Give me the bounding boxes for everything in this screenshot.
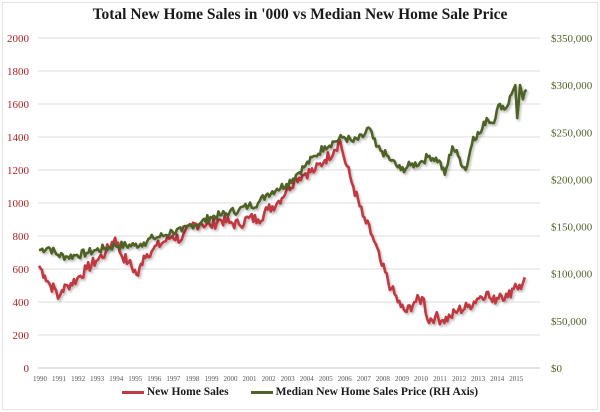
x-tick-label: 2008 [376,375,391,383]
x-tick-label: 2014 [490,375,505,383]
legend-label-sales: New Home Sales [146,386,229,398]
right-tick-label: $250,000 [551,127,593,139]
x-tick-label: 2005 [319,375,334,383]
left-tick-label: 200 [13,330,30,342]
x-tick-label: 1997 [166,375,181,383]
x-tick-label: 2010 [414,375,429,383]
series-line-median-price [38,83,528,261]
left-tick-label: 800 [13,231,30,243]
left-tick-label: 600 [13,264,30,276]
x-tick-label: 1996 [147,375,162,383]
x-tick-label: 2011 [433,375,447,383]
left-tick-label: 400 [13,297,30,309]
right-axis: $0 $50,000 $100,000 $150,000 $200,000 $250,00… [551,33,593,375]
left-tick-label: 1200 [7,165,30,177]
right-tick-label: $100,000 [551,269,593,281]
legend: New Home Sales Median New Home Sales Pri… [0,386,600,398]
x-tick-label: 1992 [71,375,86,383]
left-tick-label: 1000 [7,198,30,210]
x-tick-label: 2001 [243,375,258,383]
right-tick-label: $150,000 [551,222,593,234]
legend-label-price: Median New Home Sales Price (RH Axis) [275,386,479,398]
x-tick-label: 2003 [281,375,296,383]
left-tick-label: 1400 [7,132,30,144]
gridlines [38,37,540,369]
x-tick-label: 2013 [471,375,486,383]
left-tick-label: 1600 [7,99,30,111]
legend-swatch-sales [121,390,144,394]
right-tick-label: $200,000 [551,174,593,186]
x-tick-label: 2009 [395,375,410,383]
chart-title: Total New Home Sales in '000 vs Median N… [92,6,508,23]
legend-item-sales: New Home Sales [121,386,229,398]
x-tick-label: 2004 [300,375,315,383]
x-tick-label: 1990 [33,375,48,383]
x-tick-label: 2006 [338,375,353,383]
x-tick-label: 1998 [185,375,200,383]
right-tick-label: $300,000 [551,80,593,92]
left-tick-label: 0 [24,363,30,375]
x-tick-label: 1994 [109,375,124,383]
series-line-new-home-sales [37,139,527,326]
x-tick-label: 1993 [90,375,105,383]
x-tick-label: 2000 [224,375,239,383]
x-tick-label: 1995 [128,375,143,383]
legend-swatch-price [250,390,273,394]
right-tick-label: $350,000 [551,33,593,45]
x-axis: 1990 1991 1992 1993 1994 1995 1996 1997 1998 1999… [33,375,524,383]
right-tick-label: $50,000 [551,316,587,328]
x-tick-label: 2007 [357,375,372,383]
x-tick-label: 1999 [204,375,219,383]
x-tick-label: 1991 [52,375,67,383]
legend-item-price: Median New Home Sales Price (RH Axis) [250,386,479,398]
left-axis: 0 200 400 600 800 1000 1200 1400 1600 1800 2000 [7,33,30,375]
x-tick-label: 2012 [452,375,467,383]
x-tick-label: 2015 [509,375,524,383]
left-tick-label: 2000 [7,33,30,45]
left-tick-label: 1800 [7,66,30,78]
right-tick-label: $0 [551,363,563,375]
x-tick-label: 2002 [262,375,277,383]
